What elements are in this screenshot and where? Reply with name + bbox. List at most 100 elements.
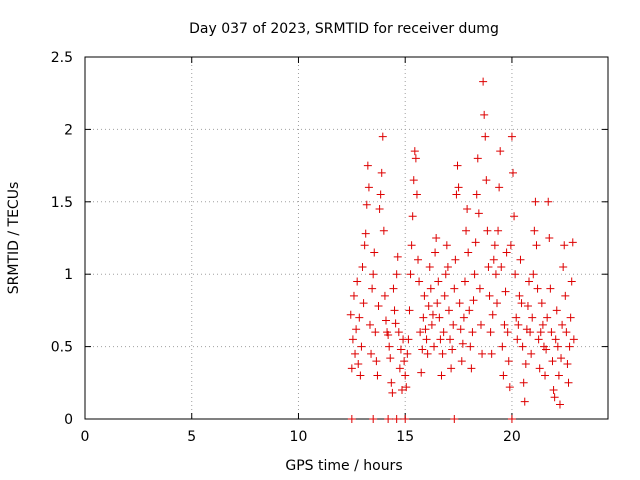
data-point — [518, 342, 527, 351]
data-point — [523, 302, 532, 311]
data-point — [495, 183, 504, 192]
data-point — [432, 234, 441, 242]
data-point — [448, 345, 457, 354]
data-point — [405, 306, 414, 315]
data-point — [369, 270, 378, 279]
data-point — [416, 328, 425, 337]
data-point — [451, 255, 460, 264]
chart-title: Day 037 of 2023, SRMTID for receiver dum… — [189, 21, 499, 37]
data-point — [559, 262, 568, 271]
data-point — [486, 328, 495, 337]
data-point — [446, 335, 455, 344]
data-point — [410, 147, 419, 156]
data-point — [348, 335, 357, 344]
data-point — [536, 328, 545, 337]
data-point — [354, 359, 363, 368]
data-point — [360, 241, 369, 250]
data-point — [475, 284, 484, 293]
data-point — [420, 291, 429, 300]
data-point — [531, 197, 540, 206]
data-point — [444, 306, 453, 315]
data-point — [378, 132, 387, 141]
data-point — [449, 320, 458, 329]
data-point — [393, 252, 402, 261]
data-point — [409, 176, 418, 185]
data-point — [529, 270, 538, 279]
data-point — [519, 378, 528, 387]
data-point — [364, 183, 373, 192]
data-point — [369, 415, 378, 423]
data-point — [562, 328, 571, 337]
data-point — [388, 388, 397, 397]
data-point — [418, 345, 427, 354]
data-point — [492, 299, 501, 308]
data-point — [415, 277, 424, 286]
data-point — [499, 371, 508, 380]
data-point — [401, 415, 410, 423]
data-point — [537, 299, 546, 308]
data-point — [421, 325, 430, 334]
data-point — [380, 291, 389, 300]
x-axis-label: GPS time / hours — [285, 458, 402, 474]
data-point — [468, 328, 477, 337]
data-point — [515, 291, 524, 300]
x-tick-label: 0 — [81, 429, 90, 445]
data-point — [555, 400, 564, 409]
data-point — [414, 255, 423, 264]
data-point — [387, 378, 396, 387]
data-point — [437, 371, 446, 380]
data-point — [484, 262, 493, 271]
data-point — [526, 328, 535, 337]
data-point — [514, 320, 523, 329]
data-point — [527, 349, 536, 358]
data-point — [458, 339, 467, 348]
data-point — [385, 342, 394, 351]
data-point — [489, 255, 498, 264]
data-point — [353, 277, 362, 286]
data-point — [417, 368, 426, 377]
data-point — [564, 378, 573, 387]
data-point — [438, 349, 447, 358]
data-point — [541, 371, 550, 380]
data-point — [455, 299, 464, 308]
data-point — [557, 354, 566, 363]
data-point — [406, 270, 415, 279]
data-point — [398, 386, 407, 395]
data-point — [386, 354, 395, 363]
data-point — [392, 270, 401, 279]
data-point — [497, 262, 506, 271]
data-point — [441, 270, 450, 279]
data-point — [494, 226, 503, 235]
x-tick-label: 5 — [187, 429, 196, 445]
data-point — [347, 415, 356, 423]
x-tick-label: 20 — [503, 429, 521, 445]
data-point — [400, 357, 409, 366]
data-point — [373, 371, 382, 380]
data-point — [511, 270, 520, 279]
data-point — [426, 284, 435, 293]
data-point — [530, 226, 539, 235]
data-point — [359, 299, 368, 308]
data-point — [365, 320, 374, 329]
data-point — [476, 320, 485, 329]
data-point — [470, 270, 479, 279]
data-point — [533, 284, 542, 293]
data-point — [357, 342, 366, 351]
data-point — [483, 226, 492, 235]
data-point — [469, 296, 478, 305]
data-point — [379, 226, 388, 235]
data-point — [501, 287, 510, 296]
data-point — [490, 241, 499, 250]
grid-lines — [85, 57, 608, 419]
data-point — [506, 241, 515, 250]
data-point — [396, 345, 405, 354]
data-point — [346, 310, 355, 319]
data-point — [349, 291, 358, 300]
data-point — [549, 386, 558, 395]
data-point — [479, 77, 488, 86]
data-point — [424, 302, 433, 311]
data-point — [513, 335, 522, 344]
data-point — [356, 371, 365, 380]
data-point — [362, 200, 371, 209]
data-point — [568, 238, 577, 247]
